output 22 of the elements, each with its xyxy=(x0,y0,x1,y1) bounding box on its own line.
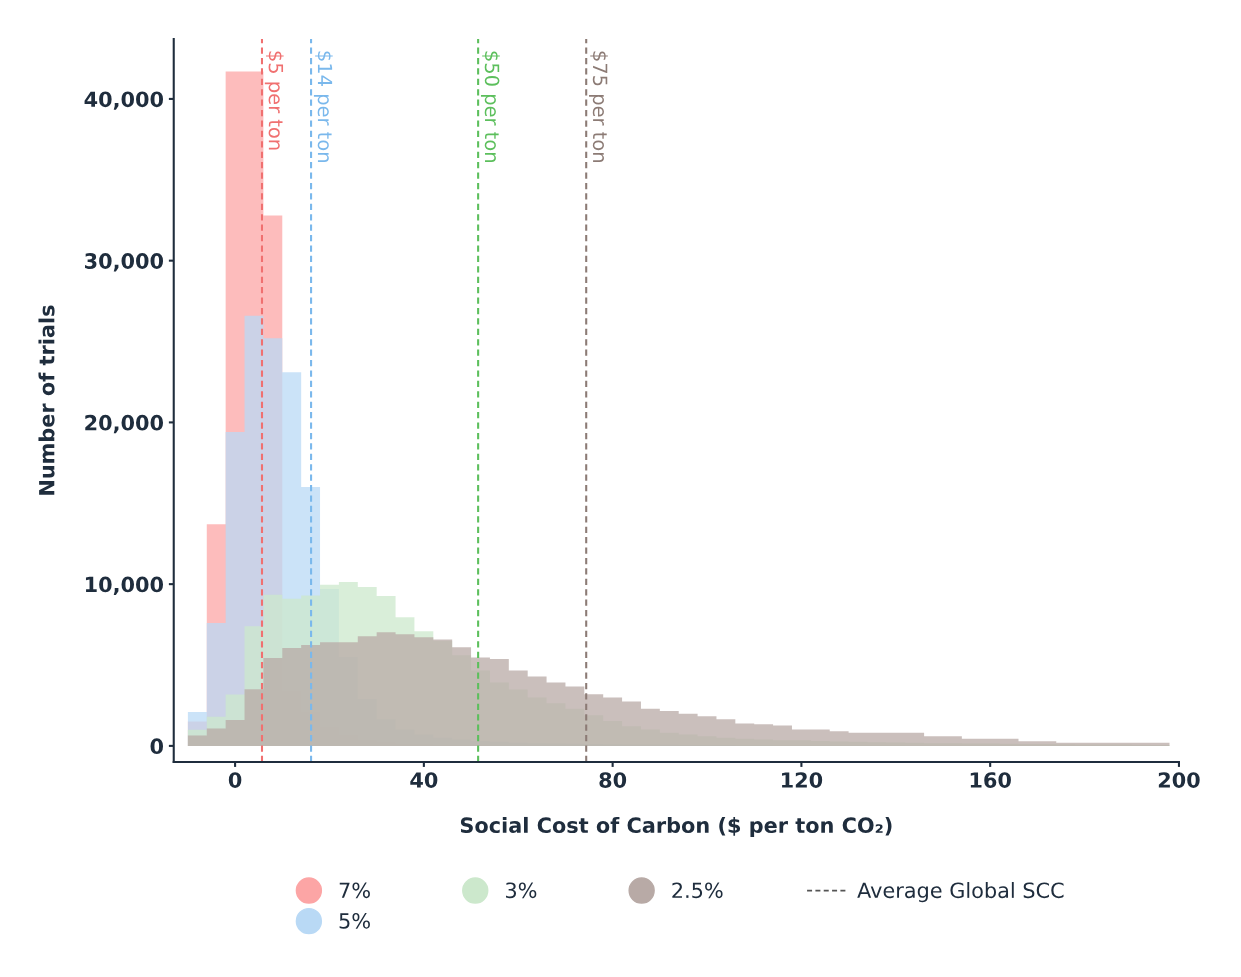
x-tick-label: 160 xyxy=(970,772,1011,788)
x-tick-label: 40 xyxy=(410,772,438,788)
ref-line-label: $14 per ton xyxy=(313,51,333,162)
x-axis-title: Social Cost of Carbon ($ per ton CO₂) xyxy=(460,816,892,838)
legend-label: 2.5% xyxy=(672,882,723,899)
legend-label: 7% xyxy=(339,882,370,899)
y-tick-label: 0 xyxy=(150,738,164,755)
legend-label: 5% xyxy=(339,912,370,929)
text: Average Global SCC xyxy=(857,882,1064,903)
y-axis-title: Number of trials xyxy=(38,305,55,495)
ref-line-label: $75 per ton xyxy=(589,51,608,162)
ref-line-label: $5 per ton xyxy=(264,51,284,150)
y-tick-label: 10,000 xyxy=(85,576,164,596)
y-tick-label: 40,000 xyxy=(84,91,164,110)
y-tick-label: 20,000 xyxy=(85,414,164,434)
legend-label: 3% xyxy=(506,882,537,899)
ref-line-label: $50 per ton xyxy=(480,51,500,162)
x-tick-label: 0 xyxy=(228,772,242,788)
y-tick-label: 30,000 xyxy=(85,253,164,272)
x-tick-label: 80 xyxy=(599,772,627,788)
x-tick-label: 200 xyxy=(1158,772,1200,788)
x-tick-label: 120 xyxy=(782,772,823,788)
